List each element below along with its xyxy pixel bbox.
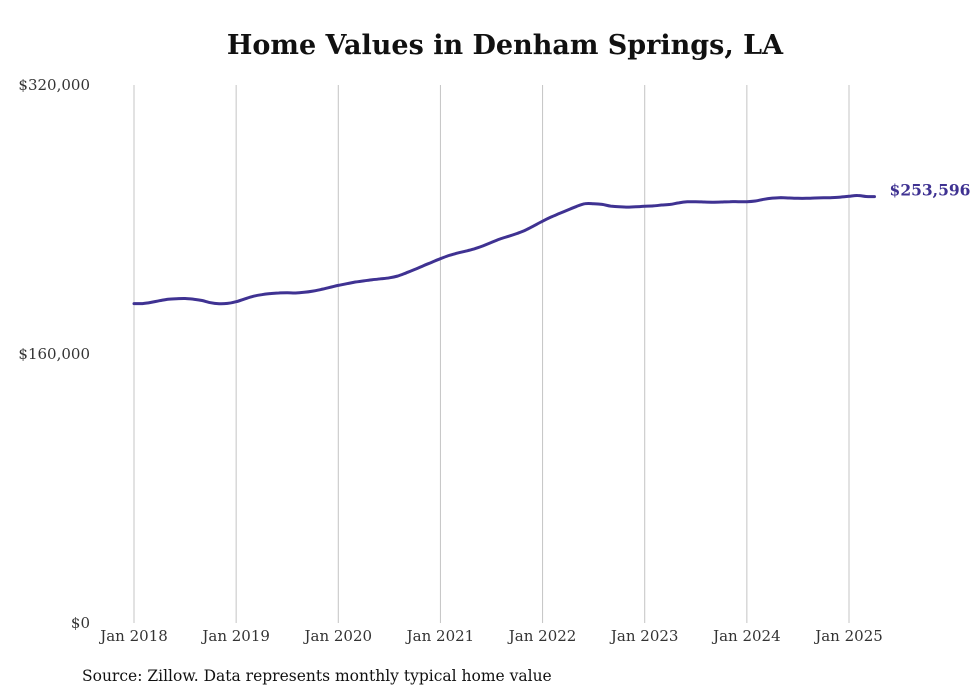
x-tick-label: Jan 2020 [303, 627, 373, 645]
y-tick-label: $160,000 [18, 345, 90, 363]
series-line-0 [132, 193, 876, 306]
x-tick-label: Jan 2022 [507, 627, 577, 645]
y-tick-label: $0 [71, 614, 90, 632]
end-value-label: $253,596 [890, 181, 971, 200]
x-tick-label: Jan 2021 [405, 627, 475, 645]
x-tick-label: Jan 2019 [200, 627, 270, 645]
source-note: Source: Zillow. Data represents monthly … [82, 667, 552, 685]
x-tick-label: Jan 2024 [711, 627, 781, 645]
x-tick-label: Jan 2023 [609, 627, 679, 645]
series-lines [132, 193, 876, 306]
y-tick-label: $320,000 [18, 76, 90, 94]
gridlines [133, 85, 850, 623]
x-axis-ticks: Jan 2018 Jan 2019 Jan 2020 Jan 2021 Jan 2022… [98, 627, 883, 645]
data-labels: $253,596 [890, 181, 971, 200]
chart-title: Home Values in Denham Springs, LA [226, 30, 784, 61]
x-tick-label: Jan 2025 [813, 627, 883, 645]
y-axis-ticks: $0 $160,000 $320,000 [18, 76, 90, 632]
x-tick-label: Jan 2018 [98, 627, 168, 645]
